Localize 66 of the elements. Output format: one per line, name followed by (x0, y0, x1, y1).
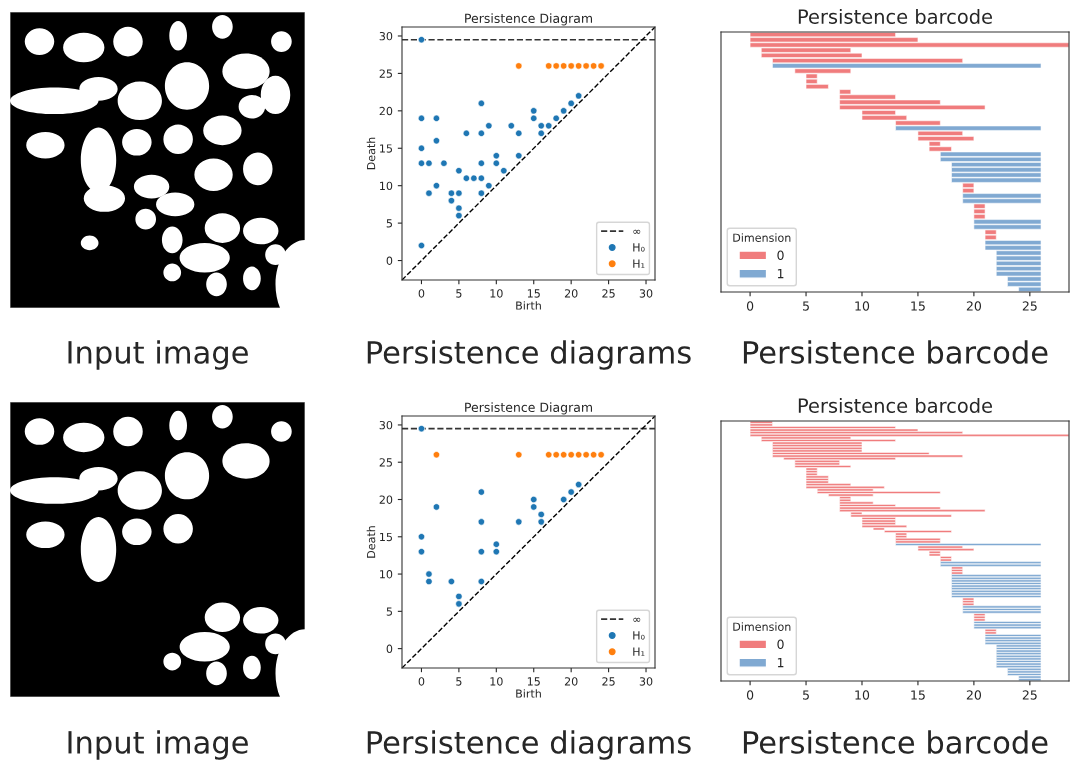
legend-label: ∞ (633, 229, 641, 234)
y-tick-label: 10 (380, 570, 393, 579)
y-tick-label: 25 (379, 458, 392, 467)
x-tick-label: 15 (527, 677, 540, 686)
x-tick-label: 0 (746, 301, 754, 311)
chart-title: Persistence Diagram (465, 13, 592, 26)
text: Persistence diagrams (367, 730, 691, 760)
x-tick-label: 0 (746, 690, 754, 700)
legend-label: H₁ (633, 647, 645, 656)
legend-label: H₀ (633, 243, 645, 252)
legend-label: H₀ (633, 631, 645, 640)
legend-label: 1 (777, 269, 784, 279)
x-tick-label: 10 (855, 690, 870, 700)
x-tick-label: 10 (490, 677, 503, 686)
x-tick-label: 5 (456, 289, 462, 298)
x-tick-label: 10 (490, 289, 503, 298)
x-tick-label: 0 (418, 289, 425, 298)
legend-label: 1 (777, 658, 784, 668)
legend-label: H₁ (633, 259, 645, 268)
x-tick-label: 0 (418, 677, 425, 686)
text: Persistence diagrams (367, 340, 691, 370)
y-tick-label: 15 (380, 532, 392, 542)
text: Input image (68, 730, 248, 760)
legend-label: 0 (777, 639, 784, 649)
chart-title: Persistence barcode (798, 8, 993, 24)
y-tick-label: 0 (386, 256, 393, 265)
x-tick-label: 15 (911, 301, 925, 311)
x-tick-label: 15 (527, 289, 540, 298)
text: Input image (68, 340, 248, 370)
x-tick-label: 25 (1022, 301, 1037, 311)
x-tick-label: 20 (966, 690, 982, 700)
x-tick-label: 20 (966, 301, 982, 311)
x-axis-title: Birth (516, 689, 541, 698)
y-tick-label: 0 (386, 644, 393, 653)
x-tick-label: 20 (564, 289, 578, 298)
legend-title: Dimension (733, 233, 791, 242)
x-tick-label: 25 (602, 677, 615, 686)
legend-title: Dimension (733, 622, 791, 631)
x-tick-label: 10 (855, 301, 870, 311)
x-tick-label: 25 (602, 289, 615, 298)
y-tick-label: 30 (379, 420, 393, 430)
x-tick-label: 30 (639, 677, 653, 686)
x-tick-label: 5 (803, 690, 809, 700)
x-tick-label: 15 (911, 690, 925, 700)
text: Persistence barcode (743, 340, 1048, 364)
text: Persistence barcode (743, 730, 1048, 754)
x-tick-label: 25 (1022, 690, 1037, 700)
x-tick-label: 30 (639, 289, 653, 298)
y-axis-title: Death (366, 137, 376, 170)
x-tick-label: 20 (564, 677, 578, 686)
y-tick-label: 30 (379, 31, 393, 41)
y-tick-label: 5 (386, 607, 392, 616)
x-tick-label: 5 (456, 677, 462, 686)
y-tick-label: 25 (379, 69, 392, 78)
y-tick-label: 20 (379, 106, 393, 116)
y-tick-label: 15 (380, 144, 392, 153)
x-axis-title: Birth (516, 301, 541, 310)
y-tick-label: 5 (386, 219, 392, 228)
chart-title: Persistence barcode (798, 397, 993, 413)
y-tick-label: 20 (379, 495, 393, 504)
legend-label: ∞ (633, 617, 641, 622)
x-tick-label: 5 (803, 301, 809, 311)
legend-label: 0 (777, 250, 784, 260)
chart-title: Persistence Diagram (465, 402, 592, 415)
y-axis-title: Death (366, 526, 376, 558)
y-tick-label: 10 (380, 181, 393, 191)
